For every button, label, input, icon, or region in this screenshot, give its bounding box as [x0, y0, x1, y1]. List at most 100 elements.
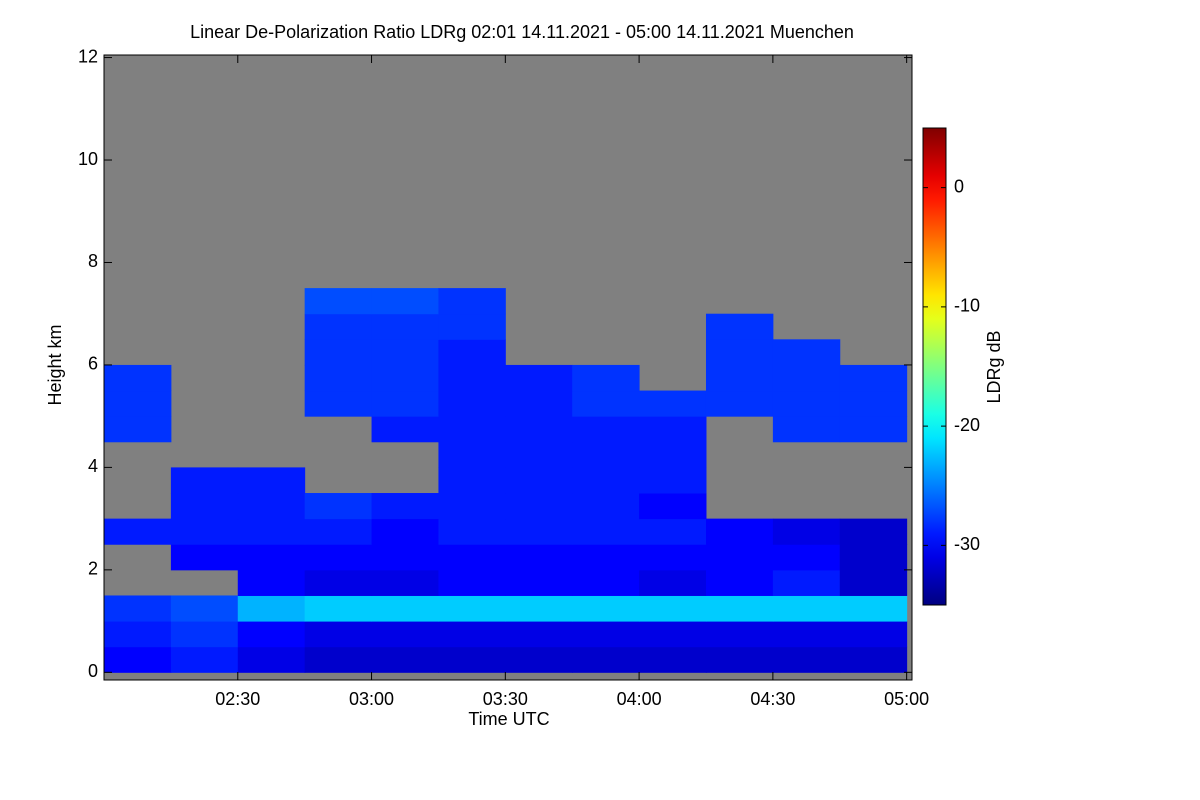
heatmap-cell: [639, 416, 707, 443]
heatmap-cell: [304, 595, 373, 622]
y-tick-label: 12: [78, 46, 98, 66]
heatmap-cell: [839, 646, 908, 673]
heatmap-cell: [505, 646, 573, 673]
heatmap-cell: [772, 339, 841, 366]
heatmap-cell: [237, 569, 306, 596]
heatmap-cell: [304, 646, 373, 673]
heatmap-cell: [505, 390, 573, 417]
y-tick-label: 10: [78, 149, 98, 169]
heatmap-cell: [772, 518, 841, 545]
heatmap-cell: [371, 313, 439, 340]
colorbar-tick-label: -20: [954, 415, 980, 435]
heatmap-cell: [371, 544, 439, 571]
chart-title: Linear De-Polarization Ratio LDRg 02:01 …: [190, 22, 854, 42]
y-tick-label: 8: [88, 251, 98, 271]
y-tick-label: 2: [88, 559, 98, 579]
y-tick-label: 4: [88, 456, 98, 476]
heatmap-cell: [772, 416, 841, 443]
heatmap-cell: [705, 339, 774, 366]
colorbar-tick-label: -10: [954, 296, 980, 316]
heatmap-cell: [170, 467, 239, 494]
heatmap-cell: [237, 544, 306, 571]
heatmap-cell: [572, 441, 640, 468]
heatmap-cell: [839, 544, 908, 571]
colorbar: [922, 127, 947, 606]
heatmap-cell: [438, 493, 506, 520]
heatmap-cell: [371, 390, 439, 417]
heatmap-cell: [639, 569, 707, 596]
heatmap-cell: [639, 493, 707, 520]
heatmap-cell: [104, 390, 172, 417]
heatmap-cell: [170, 621, 239, 648]
heatmap-cell: [705, 518, 774, 545]
y-tick-label: 0: [88, 661, 98, 681]
heatmap-cell: [304, 621, 373, 648]
heatmap-cell: [639, 621, 707, 648]
heatmap-cell: [505, 364, 573, 392]
heatmap-cell: [237, 493, 306, 520]
heatmap-cell: [371, 569, 439, 596]
heatmap-cell: [572, 364, 640, 392]
heatmap-cell: [304, 339, 373, 366]
heatmap-cell: [237, 646, 306, 673]
heatmap-cell: [705, 544, 774, 571]
heatmap-cell: [438, 390, 506, 417]
heatmap-cell: [371, 646, 439, 673]
heatmap-cell: [705, 364, 774, 392]
heatmap-cell: [438, 621, 506, 648]
heatmap-cell: [505, 416, 573, 443]
heatmap-cell: [639, 441, 707, 468]
heatmap-cell: [572, 595, 640, 622]
heatmap-cell: [572, 467, 640, 494]
heatmap-cell: [839, 569, 908, 596]
heatmap-cell: [371, 288, 439, 315]
heatmap-cell: [170, 518, 239, 545]
heatmap-cell: [237, 518, 306, 545]
heatmap-cell: [639, 595, 707, 622]
heatmap-cell: [572, 544, 640, 571]
heatmap-cell: [505, 441, 573, 468]
y-tick-label: 6: [88, 354, 98, 374]
x-tick-label: 04:00: [617, 689, 662, 709]
heatmap-cell: [104, 364, 172, 392]
heatmap-cell: [839, 595, 908, 622]
heatmap-cell: [839, 416, 908, 443]
heatmap-cell: [839, 390, 908, 417]
heatmap-cell: [438, 364, 506, 392]
heatmap-cell: [371, 364, 439, 392]
heatmap-cell: [304, 390, 373, 417]
heatmap-cell: [104, 518, 172, 545]
x-tick-label: 02:30: [215, 689, 260, 709]
heatmap-cell: [572, 646, 640, 673]
plot-frame: [103, 54, 913, 681]
heatmap-cell: [572, 390, 640, 417]
colorbar-tick-label: -30: [954, 534, 980, 554]
heatmap-cell: [572, 493, 640, 520]
heatmap-cell: [705, 569, 774, 596]
heatmap-cell: [639, 518, 707, 545]
heatmap-cell: [639, 390, 707, 417]
heatmap-cell: [772, 595, 841, 622]
heatmap-cell: [438, 518, 506, 545]
heatmap-cell: [438, 544, 506, 571]
x-tick-label: 04:30: [750, 689, 795, 709]
heatmap-cell: [371, 595, 439, 622]
heatmap-cell: [705, 646, 774, 673]
heatmap-cell: [772, 364, 841, 392]
heatmap-cell: [505, 493, 573, 520]
heatmap-cell: [104, 595, 172, 622]
heatmap-cell: [104, 646, 172, 673]
heatmap-cell: [772, 544, 841, 571]
heatmap-cell: [438, 313, 506, 340]
heatmap-cell: [505, 467, 573, 494]
y-axis-label: Height km: [45, 324, 65, 405]
heatmap-cell: [304, 518, 373, 545]
heatmap-cell: [237, 595, 306, 622]
heatmap-cell: [438, 416, 506, 443]
heatmap-cell: [572, 621, 640, 648]
heatmap-cell: [639, 467, 707, 494]
heatmap-cell: [705, 390, 774, 417]
heatmap-cell: [170, 646, 239, 673]
heatmap-cell: [304, 569, 373, 596]
